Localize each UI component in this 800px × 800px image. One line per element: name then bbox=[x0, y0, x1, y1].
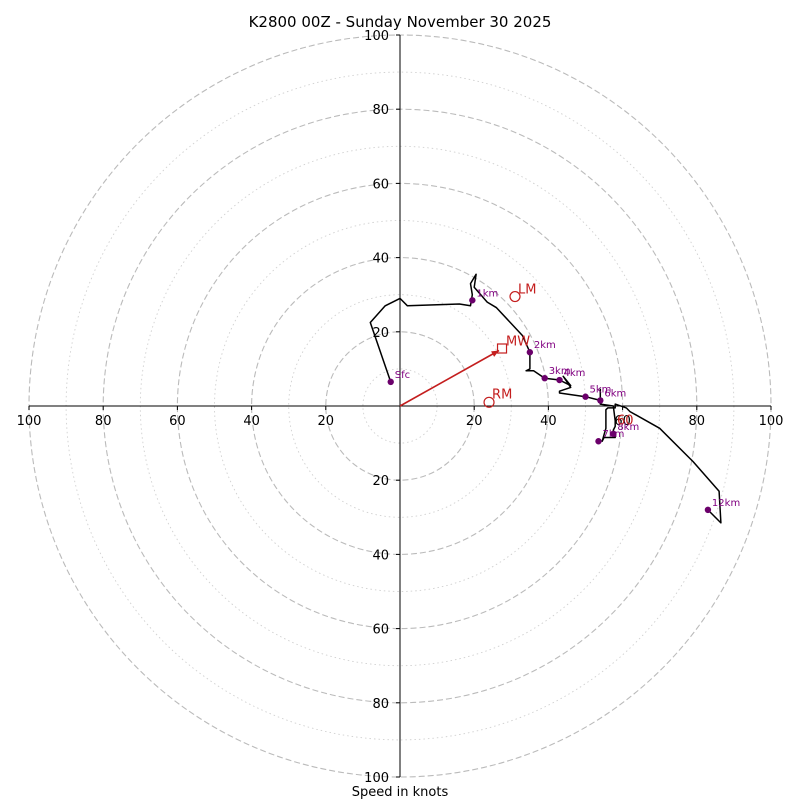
height-label-2km: 2km bbox=[534, 340, 556, 351]
x-axis-label: Speed in knots bbox=[352, 785, 449, 800]
height-marker-Sfc bbox=[387, 378, 394, 386]
right-mover-label: RM bbox=[492, 387, 512, 402]
height-label-6km: 6km bbox=[604, 388, 626, 399]
x-tick-labels: 100 80 60 40 20 20 40 60 80 100 bbox=[17, 406, 784, 429]
height-label-8km: 8km bbox=[617, 422, 639, 433]
x-tick-label: 40 bbox=[540, 414, 557, 429]
extra-label: 60 bbox=[617, 414, 634, 429]
mean-wind-label: MW bbox=[506, 334, 530, 349]
height-marker-7km bbox=[595, 438, 602, 445]
y-tick-label: 40 bbox=[372, 252, 389, 267]
height-marker-1km bbox=[469, 297, 476, 304]
height-marker-12km bbox=[704, 506, 712, 514]
x-tick-label: 60 bbox=[614, 414, 631, 429]
chart-title: K2800 00Z - Sunday November 30 2025 bbox=[249, 13, 552, 31]
x-tick-label: 20 bbox=[466, 414, 483, 429]
height-label-1km: 1km bbox=[476, 288, 498, 299]
height-label-Sfc: Sfc bbox=[395, 370, 410, 381]
y-tick-label: 40 bbox=[372, 548, 389, 563]
height-label-4km: 4km bbox=[564, 368, 586, 379]
y-tick-label: 80 bbox=[372, 697, 389, 712]
height-label-3km: 3km bbox=[549, 366, 571, 377]
height-marker-8km bbox=[610, 430, 617, 438]
height-marker-6km bbox=[597, 397, 604, 404]
left-mover-label: LM bbox=[518, 283, 536, 298]
storm-motion: MW LM RM 60 bbox=[399, 283, 634, 429]
y-tick-label: 100 bbox=[364, 771, 389, 786]
height-marker-4km bbox=[556, 376, 563, 384]
mean-wind-marker bbox=[496, 343, 508, 354]
left-mover-marker bbox=[509, 290, 521, 303]
y-tick-label: 80 bbox=[372, 103, 389, 118]
height-marker-3km bbox=[541, 374, 548, 382]
height-marker-5km bbox=[582, 393, 589, 400]
right-mover-marker bbox=[483, 396, 495, 408]
hodograph-trace bbox=[369, 273, 722, 524]
mean-wind-arrow bbox=[399, 349, 500, 407]
y-tick-label: 100 bbox=[364, 29, 389, 44]
x-tick-label: 100 bbox=[17, 414, 42, 429]
hodograph-line bbox=[369, 273, 722, 524]
x-tick-label: 80 bbox=[95, 414, 112, 429]
x-tick-label: 20 bbox=[318, 414, 335, 429]
y-tick-label: 60 bbox=[372, 177, 389, 192]
x-tick-label: 80 bbox=[689, 414, 706, 429]
y-tick-labels: 100 80 60 40 20 20 40 60 80 100 bbox=[364, 29, 400, 786]
height-label-5km: 5km bbox=[590, 385, 612, 396]
x-tick-label: 40 bbox=[243, 414, 260, 429]
height-marker-2km bbox=[526, 349, 534, 356]
y-tick-label: 60 bbox=[372, 623, 389, 638]
height-markers: Sfc1km2km3km4km5km6km7km8km12km bbox=[387, 288, 740, 514]
height-label-12km: 12km bbox=[712, 498, 740, 509]
y-tick-label: 20 bbox=[372, 474, 389, 489]
x-tick-label: 100 bbox=[759, 414, 784, 429]
y-tick-label: 20 bbox=[372, 326, 389, 341]
x-tick-label: 60 bbox=[169, 414, 186, 429]
